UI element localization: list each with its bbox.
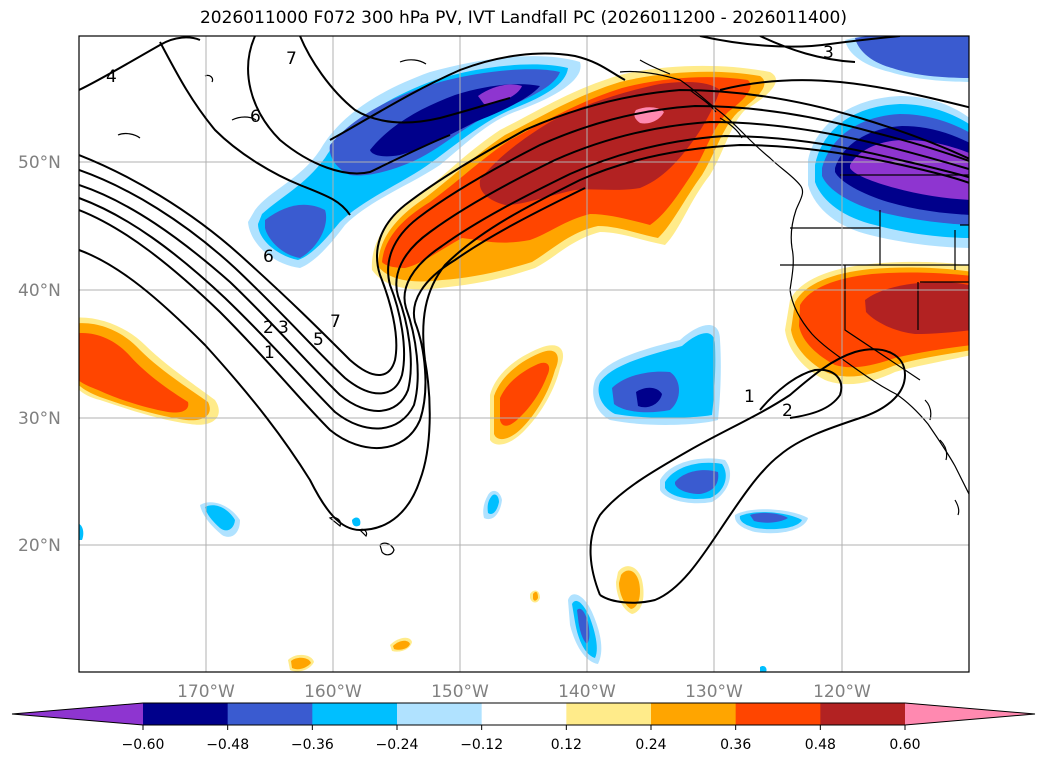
positive-anomaly-central xyxy=(490,345,564,445)
lon-label: 130°W xyxy=(685,682,743,702)
contour-label: 3 xyxy=(823,43,834,63)
lon-label: 160°W xyxy=(304,682,362,702)
colorbar-segment xyxy=(735,703,821,725)
positive-anomaly-west xyxy=(79,317,219,425)
latitude-labels: 50°N 40°N 30°N 20°N xyxy=(18,153,61,556)
contour-label: 5 xyxy=(313,330,324,350)
negative-anomaly-central xyxy=(593,324,721,425)
colorbar xyxy=(11,702,1036,726)
colorbar-segment xyxy=(143,703,229,725)
colorbar-tick-label: −0.24 xyxy=(376,737,419,753)
colorbar-tick-label: −0.36 xyxy=(291,737,334,753)
lat-label: 30°N xyxy=(18,409,61,429)
lon-label: 170°W xyxy=(177,682,235,702)
colorbar-segment xyxy=(312,703,398,725)
contour-label: 7 xyxy=(330,312,341,332)
colorbar-tick-label: −0.12 xyxy=(460,737,503,753)
contour-label: 1 xyxy=(744,387,755,407)
gridlines xyxy=(79,36,969,672)
colorbar-segment xyxy=(651,703,737,725)
contour-label: 6 xyxy=(263,247,274,267)
longitude-labels: 170°W 160°W 150°W 140°W 130°W 120°W xyxy=(177,682,871,702)
map-layers: 2 3 1 5 6 7 7 4 3 6 1 2 xyxy=(79,36,969,672)
contour-label: 4 xyxy=(106,67,117,87)
contour-labels: 2 3 1 5 6 7 7 4 3 6 1 2 xyxy=(106,43,834,421)
negative-anomaly-northeast xyxy=(808,36,969,248)
colorbar-tick-label: −0.60 xyxy=(122,737,165,753)
contour-label: 6 xyxy=(250,107,261,127)
lat-label: 40°N xyxy=(18,281,61,301)
contour-label: 3 xyxy=(278,318,289,338)
coastlines xyxy=(117,59,969,556)
lon-label: 120°W xyxy=(813,682,871,702)
colorbar-tick-label: 0.24 xyxy=(635,737,666,753)
colorbar-segment xyxy=(397,703,483,725)
lon-label: 150°W xyxy=(431,682,489,702)
colorbar-segment xyxy=(227,703,313,725)
colorbar-extend-max xyxy=(905,703,1035,725)
contour-label: 1 xyxy=(264,343,275,363)
colorbar-segment xyxy=(481,703,567,725)
colorbar-tick-label: 0.12 xyxy=(551,737,582,753)
lat-label: 20°N xyxy=(18,536,61,556)
contour-label: 2 xyxy=(263,318,274,338)
positive-anomaly-california xyxy=(785,261,969,385)
colorbar-tick-label: 0.48 xyxy=(805,737,836,753)
colorbar-segment xyxy=(566,703,652,725)
map-frame xyxy=(78,35,970,673)
pv-contours xyxy=(79,36,969,604)
contour-label: 7 xyxy=(286,49,297,69)
colorbar-ticks: −0.60 −0.48 −0.36 −0.24 −0.12 0.12 0.24 0.36 0.4… xyxy=(122,725,921,753)
negative-anomaly-small-patches xyxy=(79,458,808,672)
figure-title: 2026011000 F072 300 hPa PV, IVT Landfall… xyxy=(199,8,847,28)
lat-label: 50°N xyxy=(18,153,61,173)
colorbar-tick-label: −0.48 xyxy=(206,737,249,753)
lon-label: 140°W xyxy=(558,682,616,702)
colorbar-extend-min xyxy=(12,703,143,725)
colorbar-tick-label: 0.60 xyxy=(889,737,920,753)
contour-label: 2 xyxy=(782,401,793,421)
colorbar-tick-label: 0.36 xyxy=(720,737,751,753)
colorbar-segment xyxy=(820,703,906,725)
